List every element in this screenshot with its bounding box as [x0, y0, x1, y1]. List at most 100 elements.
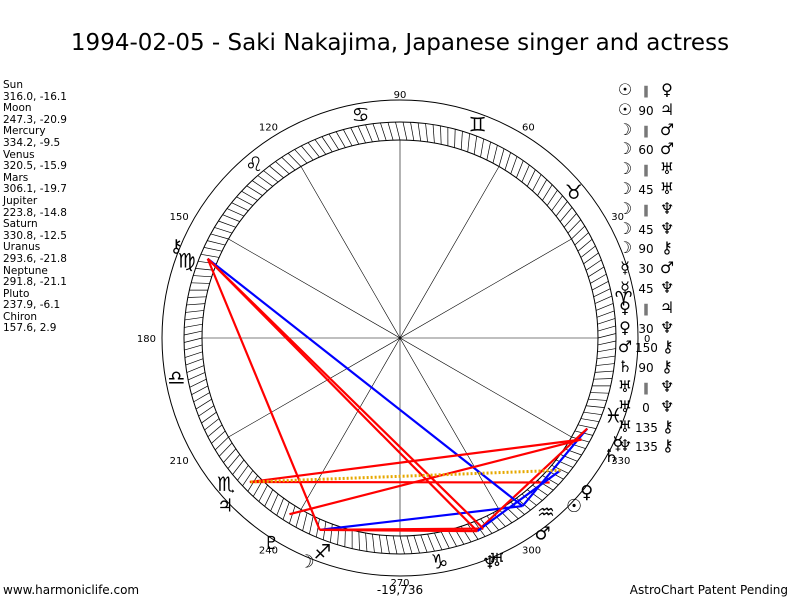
degree-tick — [577, 238, 593, 252]
planet-glyph: ☉ — [566, 496, 582, 517]
aspect-planet-a: ♅ — [617, 396, 633, 416]
planet-coords: 306.1, -19.7 — [3, 183, 67, 196]
degree-tick — [185, 310, 204, 313]
aspect-planet-a: ☽ — [617, 218, 633, 238]
planet-glyph: ♇ — [263, 533, 279, 554]
degree-tick — [186, 365, 205, 373]
degree-tick — [210, 233, 229, 240]
aspect-type: ∥ — [643, 163, 649, 178]
degree-tick — [486, 515, 500, 531]
degree-tick — [402, 121, 408, 141]
aspect-row: ☽ ∥ ♆ — [615, 199, 800, 219]
degree-tick — [187, 296, 207, 298]
degree-tick — [434, 532, 443, 551]
degree-tick — [344, 528, 346, 547]
degree-label: 240 — [259, 545, 278, 556]
aspect-planet-b: ♆ — [659, 198, 675, 218]
degree-tick — [563, 213, 577, 228]
planet-coords: 157.6, 2.9 — [3, 322, 57, 335]
zodiac-sign-glyph: ♑ — [430, 550, 448, 574]
planet-glyph: ☿ — [612, 433, 623, 454]
chart-title: 1994-02-05 - Saki Nakajima, Japanese sin… — [70, 30, 730, 56]
aspect-row: ♂ 150 ⚷ — [615, 337, 800, 357]
aspect-planet-a: ☿ — [620, 277, 630, 297]
footer-value: -19,736 — [376, 583, 424, 597]
degree-tick — [596, 363, 615, 366]
degree-label: 270 — [390, 578, 409, 589]
zodiac-sign-glyph: ♓ — [604, 404, 622, 428]
degree-tick — [343, 129, 353, 147]
degree-tick — [264, 489, 274, 507]
aspect-planet-b: ♆ — [659, 396, 675, 416]
degree-label: 90 — [394, 90, 407, 101]
degree-tick — [289, 505, 296, 524]
degree-band-outer — [183, 121, 617, 555]
degree-tick — [555, 201, 568, 217]
degree-tick — [321, 136, 333, 153]
degree-tick — [309, 515, 314, 535]
aspect-type: 135 — [635, 420, 658, 435]
degree-tick — [328, 133, 340, 150]
aspect-row: ♄ 90 ⚷ — [615, 357, 800, 377]
aspect-type: 30 — [638, 262, 654, 277]
degree-tick — [590, 273, 607, 284]
degree-tick — [594, 295, 613, 304]
degree-tick — [594, 370, 614, 373]
website-link[interactable]: www.harmoniclife.com — [3, 583, 140, 597]
degree-tick — [294, 149, 308, 164]
aspect-row: ☉ ∥ ♀ — [615, 80, 800, 100]
aspect-line — [249, 480, 550, 484]
aspect-line — [289, 438, 582, 516]
aspect-row: ☉ 90 ♃ — [615, 100, 800, 120]
degree-tick — [595, 303, 614, 311]
aspect-row: ♅ 0 ♆ — [615, 397, 800, 417]
outer-circle — [161, 99, 639, 577]
aspect-row: ☽ 45 ♆ — [615, 219, 800, 239]
degree-tick — [583, 252, 599, 265]
planet-name: Jupiter — [3, 194, 38, 207]
aspect-planet-a: ♀ — [619, 317, 631, 337]
degree-tick — [425, 123, 428, 142]
degree-tick — [195, 268, 214, 271]
degree-tick — [588, 398, 607, 401]
zodiac-sign-glyph: ♋ — [352, 102, 370, 126]
degree-tick — [526, 169, 536, 187]
degree-tick — [252, 480, 263, 497]
degree-label: 150 — [170, 212, 189, 223]
planet-coords: 223.8, -14.8 — [3, 206, 67, 219]
degree-tick — [184, 316, 204, 321]
degree-tick — [282, 502, 290, 520]
degree-tick — [498, 509, 513, 524]
aspect-line — [476, 427, 589, 532]
degree-tick — [330, 524, 333, 543]
degree-tick — [560, 454, 578, 462]
aspect-row: ♀ 30 ♆ — [615, 318, 800, 338]
degree-tick — [480, 138, 485, 158]
degree-tick — [588, 266, 605, 278]
aspect-type: 135 — [635, 440, 658, 455]
degree-tick — [574, 232, 589, 246]
degree-tick — [410, 122, 415, 141]
aspect-type: 90 — [638, 242, 654, 257]
degree-tick — [577, 424, 597, 429]
degree-tick — [201, 411, 217, 424]
aspect-planet-a: ☿ — [620, 258, 630, 278]
degree-label: 0 — [644, 334, 650, 345]
degree-tick — [219, 442, 233, 457]
degree-tick — [193, 392, 210, 403]
zodiac-sign-glyph: ♍ — [178, 248, 196, 272]
aspect-list: ☉ ∥ ♀ ☉ 90 ♃ ☽ ∥ ♂ ☽ 60 ♂ ☽ ∥ ♅ ☽ 45 ♅ ☽ ∥ ♆ ☽ 45 ♆ ☽ 90 ⚷ ☿ 30 ♂ ☿ 45 ♆… — [615, 80, 800, 456]
aspect-planet-a: ♄ — [617, 357, 633, 377]
degree-tick — [200, 253, 220, 258]
aspect-type: ∥ — [643, 202, 649, 217]
planet-coords: 293.6, -21.8 — [3, 252, 67, 265]
degree-tick — [237, 465, 249, 481]
degree-tick — [226, 208, 245, 217]
aspect-planet-a: ☉ — [617, 99, 633, 119]
planet-glyph: ♃ — [217, 495, 233, 516]
degree-tick — [597, 340, 617, 346]
aspect-type: 45 — [638, 222, 654, 237]
degree-tick — [189, 378, 207, 388]
degree-tick — [258, 484, 268, 502]
degree-tick — [580, 418, 600, 423]
